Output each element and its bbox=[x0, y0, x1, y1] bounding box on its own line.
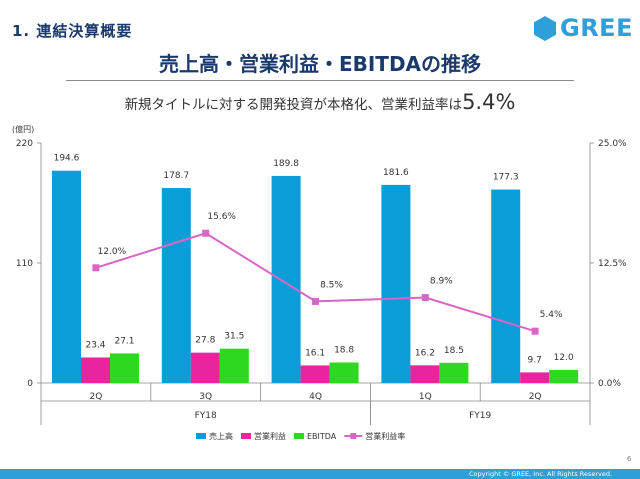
legend-label: EBITDA bbox=[307, 432, 337, 441]
bar-value-label: 23.4 bbox=[85, 340, 105, 350]
bar-value-label: 177.3 bbox=[493, 173, 519, 183]
bar-3 bbox=[439, 362, 469, 383]
y-right-tick-label: 0.0% bbox=[598, 379, 621, 389]
line-value-label: 8.9% bbox=[430, 277, 453, 287]
line-value-label: 8.5% bbox=[320, 280, 343, 290]
bar-1 bbox=[491, 189, 521, 383]
bar-value-label: 18.8 bbox=[334, 345, 354, 355]
bar-3 bbox=[110, 353, 139, 383]
slide-title: 売上高・営業利益・EBITDAの推移 bbox=[158, 52, 482, 76]
logo-text: GREE bbox=[560, 14, 633, 42]
bar-value-label: 181.6 bbox=[383, 168, 409, 178]
line-value-label: 5.4% bbox=[540, 310, 563, 320]
line-value-label: 15.6% bbox=[207, 212, 236, 222]
legend-marker bbox=[350, 433, 357, 439]
bar-3 bbox=[329, 362, 359, 383]
legend-swatch bbox=[196, 433, 206, 439]
legend-label: 売上高 bbox=[209, 431, 233, 441]
copyright-text: Copyright © GREE, Inc. All Rights Reserv… bbox=[469, 470, 613, 478]
x-tick-label: 2Q bbox=[529, 392, 542, 402]
line-series bbox=[95, 232, 536, 333]
bar-2 bbox=[300, 365, 330, 383]
slide-subtitle: 新規タイトルに対する開発投資が本格化、営業利益率は5.4% bbox=[0, 90, 640, 114]
bar-value-label: 12.0 bbox=[554, 353, 574, 363]
bar-1 bbox=[52, 170, 81, 383]
bar-1 bbox=[161, 188, 191, 383]
line-marker bbox=[421, 294, 429, 302]
bar-value-label: 194.6 bbox=[54, 154, 80, 164]
bar-value-label: 18.5 bbox=[444, 346, 464, 356]
y-right-tick-label: 25.0% bbox=[598, 139, 627, 149]
line-marker bbox=[92, 264, 100, 272]
bar-1 bbox=[271, 175, 301, 383]
x-tick-label: 3Q bbox=[199, 392, 212, 402]
y-axis-unit-label: (億円) bbox=[12, 124, 34, 134]
y-right-tick-label: 12.5% bbox=[598, 259, 627, 269]
bar-value-label: 27.8 bbox=[195, 336, 215, 346]
bar-3 bbox=[549, 369, 579, 383]
line-marker bbox=[531, 327, 539, 335]
subtitle-text: 新規タイトルに対する開発投資が本格化、営業利益率は bbox=[124, 97, 463, 113]
section-title: 1. 連結決算概要 bbox=[12, 22, 133, 40]
line-value-label: 12.0% bbox=[98, 247, 127, 257]
x-group-label: FY18 bbox=[195, 411, 217, 421]
legend-swatch bbox=[294, 433, 304, 439]
line-marker bbox=[312, 297, 319, 305]
bar-2 bbox=[81, 357, 110, 383]
bar-value-label: 178.7 bbox=[163, 171, 189, 181]
x-tick-label: 4Q bbox=[309, 392, 322, 402]
bar-value-label: 9.7 bbox=[528, 355, 542, 365]
line-marker bbox=[202, 229, 210, 237]
legend-swatch bbox=[241, 433, 251, 439]
bar-2 bbox=[520, 372, 550, 383]
bar-value-label: 16.1 bbox=[305, 348, 325, 358]
bar-1 bbox=[381, 184, 411, 383]
title-divider bbox=[66, 80, 574, 81]
bar-value-label: 31.5 bbox=[224, 332, 244, 342]
x-tick-label: 2Q bbox=[89, 392, 102, 402]
y-left-tick-label: 110 bbox=[16, 259, 33, 269]
y-left-tick-label: 220 bbox=[16, 139, 33, 149]
bar-value-label: 27.1 bbox=[114, 336, 134, 346]
bar-3 bbox=[219, 348, 249, 383]
subtitle-highlight-value: 5.4% bbox=[462, 90, 516, 114]
footer-bar bbox=[0, 469, 640, 479]
y-left-tick-label: 0 bbox=[27, 379, 33, 389]
page-number: 6 bbox=[627, 455, 632, 463]
x-group-label: FY19 bbox=[469, 411, 491, 421]
x-tick-label: 1Q bbox=[419, 392, 432, 402]
gree-logo: GREE bbox=[534, 14, 633, 42]
legend-label: 営業利益 bbox=[254, 431, 286, 441]
hexagon-logo-icon bbox=[534, 15, 556, 41]
legend-label: 営業利益率 bbox=[365, 431, 405, 441]
bar-value-label: 16.2 bbox=[415, 348, 435, 358]
bar-value-label: 189.8 bbox=[273, 159, 299, 169]
bar-2 bbox=[410, 365, 440, 383]
bar-2 bbox=[190, 352, 220, 383]
